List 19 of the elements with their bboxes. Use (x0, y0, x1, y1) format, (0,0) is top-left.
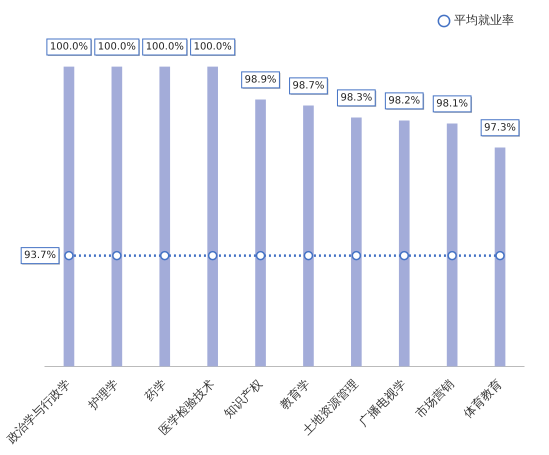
data-label: 97.3% (484, 122, 516, 134)
x-tick-label: 体育教育 (460, 376, 504, 421)
x-tick-label: 教育学 (277, 376, 313, 412)
data-label: 98.7% (292, 80, 324, 92)
x-tick-label: 护理学 (85, 376, 122, 414)
legend-label: 平均就业率 (454, 13, 514, 28)
data-label: 100.0% (98, 42, 136, 53)
x-tick-label: 市场营销 (412, 376, 456, 421)
data-label: 100.0% (50, 42, 88, 53)
data-label: 98.3% (340, 92, 372, 104)
x-tick-label: 政治学与行政学 (4, 376, 74, 446)
data-label: 98.9% (244, 74, 276, 86)
data-label: 100.0% (146, 42, 184, 53)
x-tick-label: 知识产权 (221, 376, 265, 421)
data-label: 93.7% (24, 250, 56, 262)
data-label: 98.1% (436, 98, 468, 110)
data-label: 98.2% (388, 95, 420, 106)
x-tick-label: 药学 (142, 376, 170, 404)
data-label: 100.0% (194, 42, 232, 53)
